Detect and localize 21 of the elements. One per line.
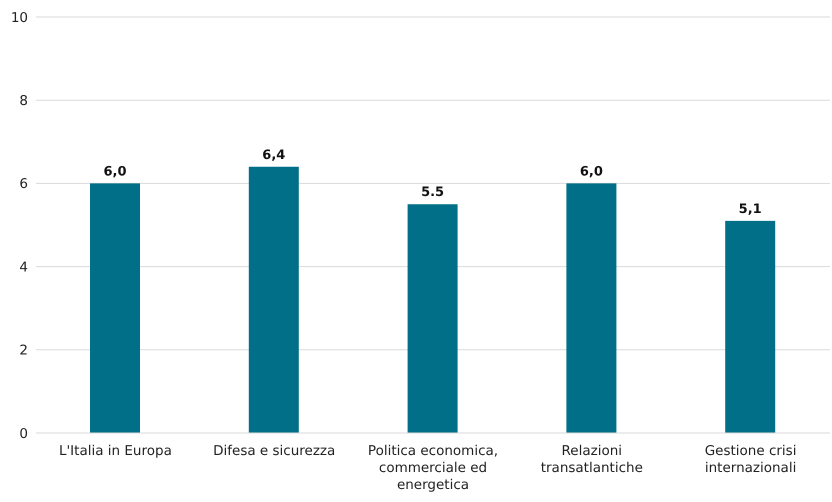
data-label: 6,0: [580, 164, 603, 180]
y-tick-label: 4: [19, 259, 28, 276]
data-label: 6,4: [262, 148, 286, 163]
y-tick-label: 10: [10, 10, 28, 26]
x-tick-label: Relazioni transatlantiche: [540, 443, 643, 476]
bar: [566, 183, 616, 433]
y-tick-label: 8: [19, 92, 28, 109]
data-label: 6,0: [103, 164, 127, 180]
x-tick-label: Politica economica, commerciale ed energetica: [368, 443, 498, 493]
bar: [408, 204, 458, 433]
data-label: 5.5: [421, 185, 444, 200]
bar: [90, 183, 140, 433]
x-tick-label: Difesa e sicurezza: [213, 443, 336, 459]
x-tick-label: L'Italia in Europa: [58, 443, 172, 459]
y-tick-label: 6: [19, 176, 28, 192]
bar: [725, 220, 776, 433]
y-tick-label: 2: [19, 342, 28, 359]
x-tick-label: Gestione crisi internazionali: [704, 443, 796, 476]
y-tick-label: 0: [19, 426, 28, 442]
bar: [248, 166, 299, 433]
data-label: 5,1: [738, 202, 762, 217]
